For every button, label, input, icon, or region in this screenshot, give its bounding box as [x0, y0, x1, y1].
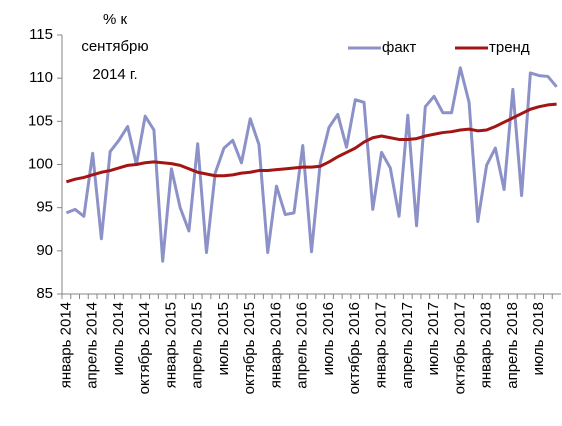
y-tick-label: 115: [29, 26, 53, 43]
x-tick-label: октябрь 2014: [136, 302, 153, 394]
x-tick-label: январь 2017: [373, 302, 390, 388]
x-tick-label: апрель 2014: [84, 302, 101, 389]
x-tick-label: апрель 2017: [399, 302, 416, 389]
series-line: [65, 66, 558, 263]
x-tick-label: июль 2016: [320, 302, 337, 375]
legend-label: факт: [382, 39, 416, 56]
series-line: [65, 102, 557, 184]
x-tick-label: октябрь 2017: [451, 302, 468, 394]
x-tick-label: октябрь 2016: [346, 302, 363, 394]
y-tick-label: 95: [36, 199, 53, 216]
y-tick-label: 110: [29, 69, 53, 86]
legend-label: тренд: [489, 39, 530, 56]
x-tick-label: апрель 2016: [294, 302, 311, 389]
x-tick-label: июль 2018: [530, 302, 547, 375]
x-tick-label: июль 2014: [110, 302, 127, 375]
y-tick-label: 100: [28, 155, 53, 172]
x-tick-label: июль 2015: [215, 302, 232, 375]
annotation: 2014 г.: [92, 66, 137, 83]
x-tick-label: январь 2018: [478, 302, 495, 388]
x-tick-label: апрель 2018: [504, 302, 521, 389]
x-tick-label: июль 2017: [425, 302, 442, 375]
x-tick-label: октябрь 2015: [241, 302, 258, 394]
y-tick-label: 90: [36, 242, 53, 259]
annotation: сентябрю: [81, 38, 148, 55]
x-tick-label: январь 2014: [57, 302, 74, 388]
y-tick-label: 105: [28, 112, 53, 129]
x-tick-label: апрель 2015: [189, 302, 206, 389]
y-tick-label: 85: [36, 285, 53, 302]
x-tick-label: январь 2016: [267, 302, 284, 388]
x-tick-label: январь 2015: [162, 302, 179, 388]
annotation: % к: [103, 11, 128, 28]
